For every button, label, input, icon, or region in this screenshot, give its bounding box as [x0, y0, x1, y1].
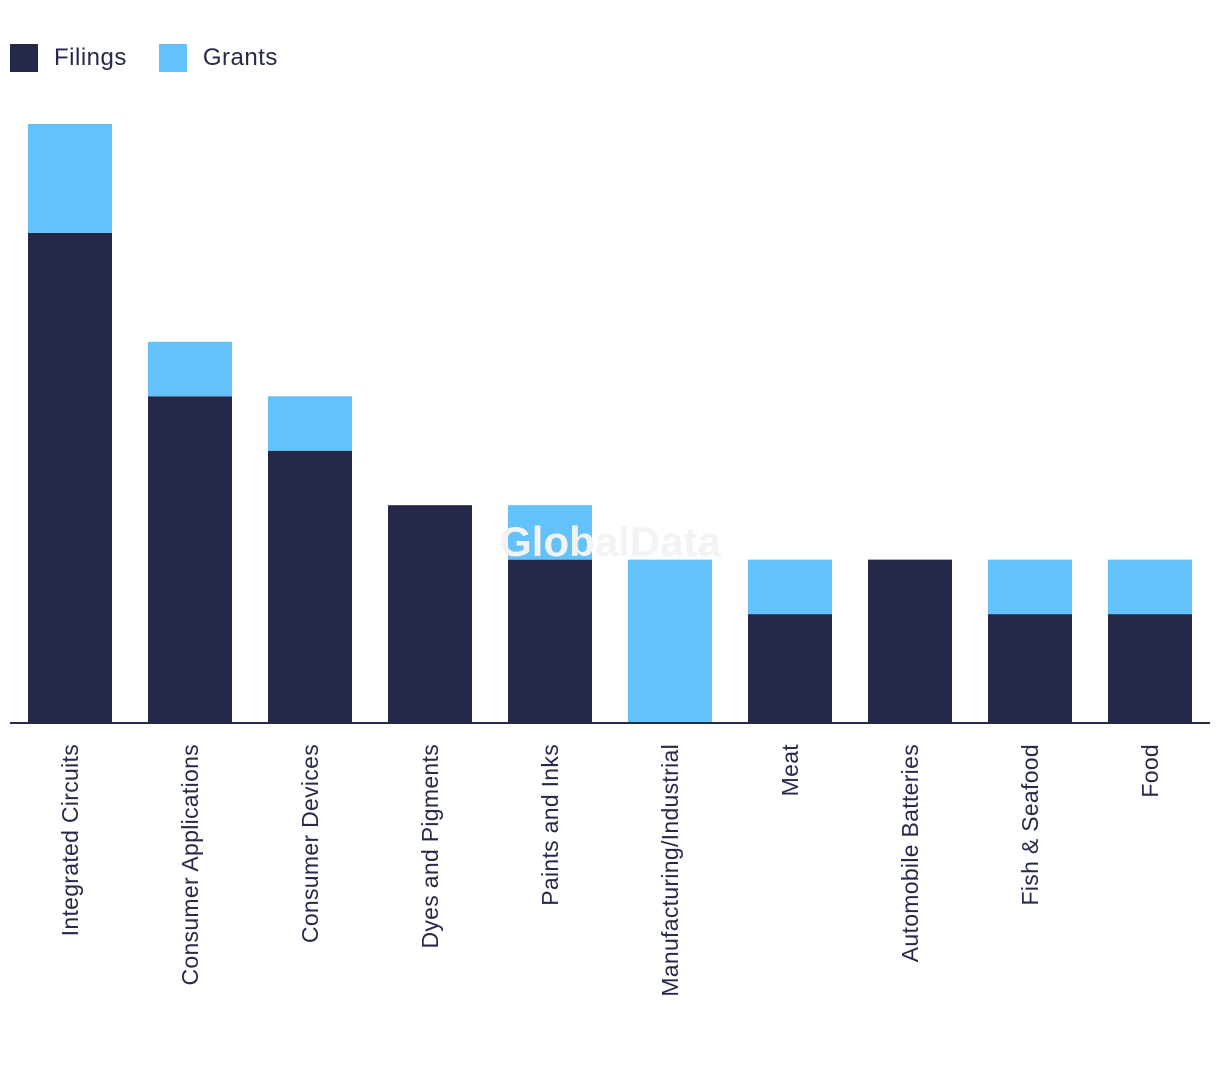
bar-grants-integrated-circuits — [28, 124, 112, 233]
bar-grants-paints-and-inks — [508, 505, 592, 560]
bar-filings-automobile-batteries — [868, 559, 952, 723]
bar-filings-food — [1108, 614, 1192, 723]
bar-filings-fish-seafood — [988, 614, 1072, 723]
x-tick-label-automobile-batteries: Automobile Batteries — [897, 744, 923, 962]
bar-filings-meat — [748, 614, 832, 723]
x-tick-label-dyes-and-pigments: Dyes and Pigments — [417, 744, 443, 949]
bar-grants-meat — [748, 559, 832, 615]
legend-swatch-grants — [158, 44, 187, 72]
x-tick-label-paints-and-inks: Paints and Inks — [537, 744, 563, 906]
bars-group — [28, 124, 1192, 723]
x-tick-label-consumer-applications: Consumer Applications — [177, 744, 203, 986]
bar-grants-consumer-devices — [268, 396, 352, 451]
bar-grants-consumer-applications — [148, 341, 232, 397]
bar-filings-integrated-circuits — [28, 232, 112, 723]
bar-filings-dyes-and-pigments — [388, 505, 472, 723]
bar-grants-food — [1108, 559, 1192, 615]
x-tick-label-manufacturing-industrial: Manufacturing/Industrial — [657, 744, 683, 997]
watermark-text: GlobalData — [499, 518, 721, 565]
bar-filings-consumer-devices — [268, 450, 352, 723]
bar-filings-consumer-applications — [148, 396, 232, 723]
bar-grants-manufacturing-industrial — [628, 559, 712, 723]
x-tick-label-consumer-devices: Consumer Devices — [297, 744, 323, 943]
legend-item-filings: Filings — [10, 44, 127, 72]
x-tick-label-fish-seafood: Fish & Seafood — [1017, 744, 1043, 905]
x-tick-label-integrated-circuits: Integrated Circuits — [57, 744, 83, 936]
legend-label-filings: Filings — [54, 44, 127, 71]
bar-grants-fish-seafood — [988, 559, 1072, 615]
x-tick-labels: Integrated Circuits Consumer Applications… — [57, 744, 1163, 997]
chart-legend: Filings Grants — [10, 44, 310, 72]
legend-swatch-filings — [10, 44, 38, 72]
legend-label-grants: Grants — [202, 44, 278, 71]
x-tick-label-food: Food — [1137, 744, 1163, 798]
x-tick-label-meat: Meat — [777, 744, 803, 797]
bar-filings-paints-and-inks — [508, 559, 592, 723]
legend-item-grants: Grants — [158, 44, 278, 72]
